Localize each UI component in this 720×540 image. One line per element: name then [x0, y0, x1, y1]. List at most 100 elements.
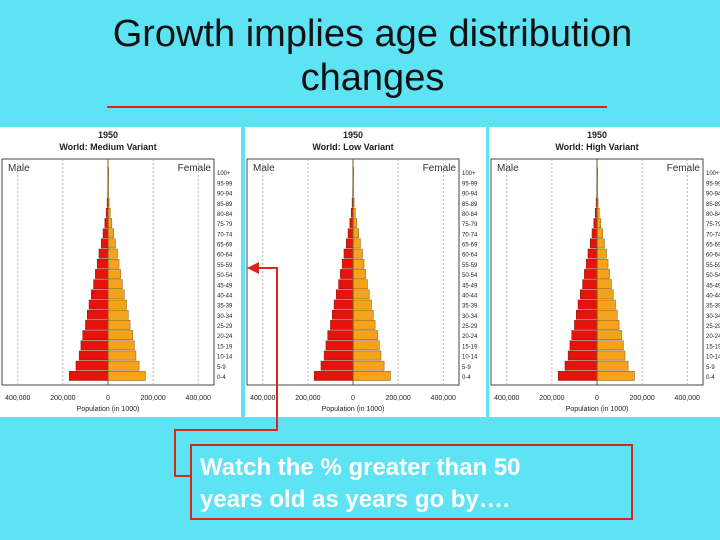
chart-title: 1950 — [587, 130, 607, 140]
age-tick-label: 65-69 — [706, 243, 720, 249]
age-tick-label: 15-19 — [462, 344, 478, 350]
age-tick-label: 95-99 — [217, 181, 233, 187]
age-tick-label: 45-49 — [217, 283, 233, 289]
pyramid-panel-high: 1950 World: High Variant Male Female 0-4 5-9 1… — [489, 127, 720, 417]
x-axis-label: Population (in 1000) — [566, 406, 629, 413]
age-tick-label: 25-29 — [217, 324, 233, 330]
age-tick-label: 85-89 — [462, 202, 478, 208]
age-tick-label: 60-64 — [462, 253, 478, 259]
age-tick-label: 35-39 — [706, 304, 720, 310]
age-tick-label: 5-9 — [462, 365, 471, 371]
connector-line — [174, 267, 278, 477]
x-tick-label: 400,000 — [494, 395, 519, 402]
callout-text-line-2: years old as years go by…. — [200, 486, 510, 513]
x-tick-label: 200,000 — [50, 395, 75, 402]
age-tick-label: 40-44 — [462, 293, 478, 299]
age-tick-label: 95-99 — [706, 181, 720, 187]
x-tick-label: 200,000 — [385, 395, 410, 402]
x-tick-label: 0 — [351, 395, 355, 402]
age-tick-label: 30-34 — [462, 314, 478, 320]
age-tick-label: 25-29 — [706, 324, 720, 330]
x-tick-label: 400,000 — [431, 395, 456, 402]
age-tick-label: 45-49 — [462, 283, 478, 289]
female-label: Female — [667, 163, 701, 174]
age-tick-label: 10-14 — [462, 355, 478, 361]
age-tick-label: 100+ — [217, 171, 231, 177]
age-tick-label: 75-79 — [706, 222, 720, 228]
age-tick-label: 55-59 — [706, 263, 720, 269]
x-tick-label: 200,000 — [140, 395, 165, 402]
age-tick-label: 85-89 — [217, 202, 233, 208]
callout-box: Watch the % greater than 50 years old as… — [190, 444, 633, 520]
callout-text-line-1: Watch the % greater than 50 — [200, 454, 521, 481]
age-tick-label: 20-24 — [706, 334, 720, 340]
pyramid-chart-medium: 1950 World: Medium Variant Male Female 0-4 5-… — [1, 130, 233, 413]
chart-title: 1950 — [343, 130, 363, 140]
age-tick-label: 100+ — [462, 171, 476, 177]
x-tick-label: 400,000 — [675, 395, 700, 402]
female-label: Female — [178, 163, 212, 174]
x-tick-label: 400,000 — [5, 395, 30, 402]
age-tick-label: 40-44 — [217, 293, 233, 299]
age-tick-label: 80-84 — [462, 212, 478, 218]
age-tick-label: 35-39 — [462, 304, 478, 310]
slide-title: Growth implies age distribution changes — [0, 12, 720, 100]
age-tick-label: 65-69 — [217, 243, 233, 249]
chart-subtitle: World: Medium Variant — [59, 142, 156, 152]
age-tick-label: 100+ — [706, 171, 720, 177]
chart-subtitle: World: Low Variant — [312, 142, 393, 152]
x-tick-label: 0 — [595, 395, 599, 402]
pyramid-chart-high: 1950 World: High Variant Male Female 0-4 5-9 1… — [490, 130, 720, 413]
age-tick-label: 15-19 — [706, 344, 720, 350]
x-tick-label: 400,000 — [250, 395, 275, 402]
age-tick-label: 65-69 — [462, 243, 478, 249]
slide-title-line-1: Growth implies age distribution — [112, 13, 633, 55]
age-tick-label: 55-59 — [217, 263, 233, 269]
title-underline — [107, 106, 607, 108]
age-tick-label: 35-39 — [217, 304, 233, 310]
age-tick-label: 50-54 — [217, 273, 233, 279]
age-tick-label: 45-49 — [706, 283, 720, 289]
x-axis-label: Population (in 1000) — [322, 406, 385, 413]
x-tick-label: 200,000 — [295, 395, 320, 402]
age-tick-label: 30-34 — [217, 314, 233, 320]
pyramid-panel-low: 1950 World: Low Variant Male Female 0-4 5-9 10… — [245, 127, 486, 417]
age-tick-label: 60-64 — [706, 253, 720, 259]
age-tick-label: 5-9 — [217, 365, 226, 371]
male-label: Male — [8, 163, 30, 174]
pyramid-chart-low: 1950 World: Low Variant Male Female 0-4 5-9 10… — [246, 130, 478, 413]
age-tick-label: 75-79 — [462, 222, 478, 228]
age-tick-label: 30-34 — [706, 314, 720, 320]
age-tick-label: 15-19 — [217, 344, 233, 350]
x-tick-label: 200,000 — [539, 395, 564, 402]
age-tick-label: 85-89 — [706, 202, 720, 208]
age-tick-label: 90-94 — [462, 192, 478, 198]
female-label: Female — [423, 163, 457, 174]
age-tick-label: 95-99 — [462, 181, 478, 187]
age-tick-label: 20-24 — [462, 334, 478, 340]
age-tick-label: 70-74 — [706, 232, 720, 238]
age-tick-label: 50-54 — [706, 273, 720, 279]
age-tick-label: 90-94 — [217, 192, 233, 198]
chart-subtitle: World: High Variant — [555, 142, 638, 152]
x-axis-label: Population (in 1000) — [77, 406, 140, 413]
age-tick-label: 60-64 — [217, 253, 233, 259]
age-tick-label: 75-79 — [217, 222, 233, 228]
x-tick-label: 400,000 — [186, 395, 211, 402]
connector-arrowhead — [247, 262, 259, 274]
pyramid-panel-medium: 1950 World: Medium Variant Male Female 0-4 5-… — [0, 127, 241, 417]
slide-title-line-2: changes — [300, 57, 445, 99]
age-tick-label: 20-24 — [217, 334, 233, 340]
male-label: Male — [497, 163, 519, 174]
x-tick-label: 0 — [106, 395, 110, 402]
age-tick-label: 10-14 — [706, 355, 720, 361]
age-tick-label: 70-74 — [462, 232, 478, 238]
age-tick-label: 0-4 — [462, 375, 471, 381]
age-tick-label: 25-29 — [462, 324, 478, 330]
age-tick-label: 90-94 — [706, 192, 720, 198]
age-tick-label: 0-4 — [217, 375, 226, 381]
age-tick-label: 0-4 — [706, 375, 715, 381]
age-tick-label: 5-9 — [706, 365, 715, 371]
age-tick-label: 80-84 — [706, 212, 720, 218]
